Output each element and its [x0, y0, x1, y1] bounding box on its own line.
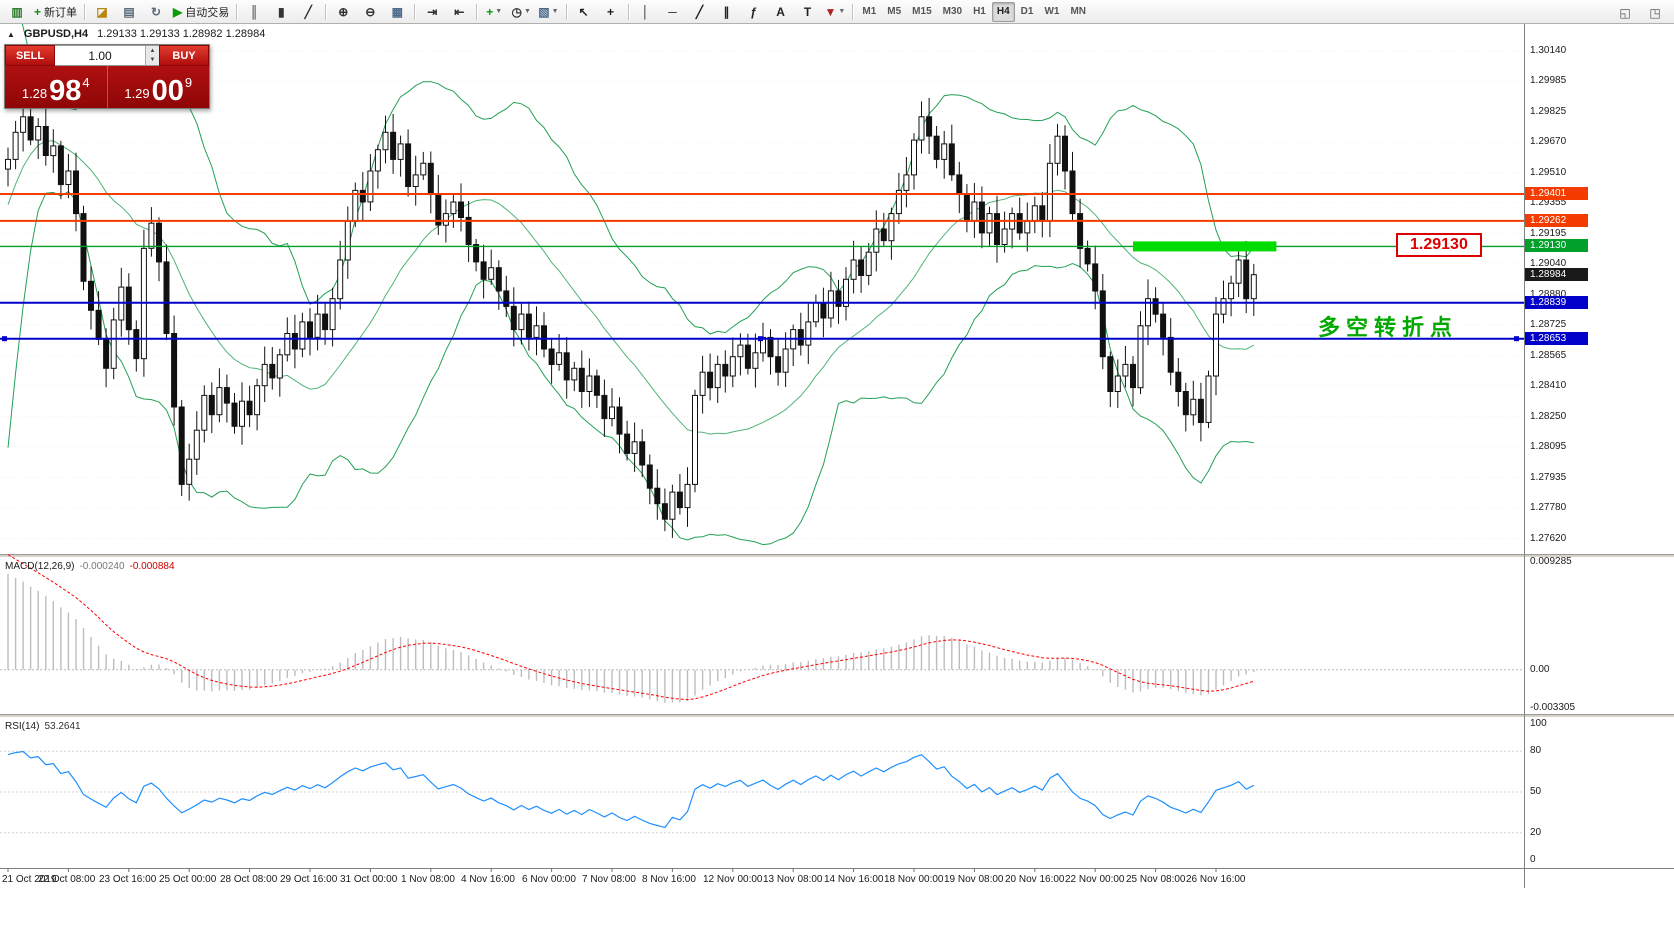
volume-stepper[interactable]: ▲ ▼	[145, 46, 159, 65]
chart-shift-icon[interactable]: ⇤	[454, 4, 465, 19]
pane-separator[interactable]	[0, 714, 1674, 718]
timeframe-H1[interactable]: H1	[973, 6, 986, 17]
equidistant-channel-icon[interactable]: ∥	[723, 4, 730, 19]
turning-point-note[interactable]: 多空转折点	[1318, 316, 1459, 341]
toolbar-separator	[627, 3, 629, 20]
toolbar-separator	[565, 3, 567, 20]
chevron-down-icon[interactable]: ▼	[838, 8, 846, 15]
zoom-in-icon[interactable]: ⊕	[338, 4, 349, 19]
price-annotation-box[interactable]: 1.29130	[1396, 233, 1482, 257]
templates-icon[interactable]: ▧ ▼	[538, 4, 559, 19]
candles	[5, 97, 1257, 538]
toolbar-separator	[84, 3, 86, 20]
symbol-marker-icon: ▲	[7, 29, 15, 39]
chevron-down-icon[interactable]: ▼	[495, 8, 503, 15]
symbol-name: GBPUSD,H4	[23, 28, 89, 40]
arrows-tool-icon[interactable]: ▼ ▼	[824, 4, 846, 19]
volume-up-icon[interactable]: ▲	[146, 46, 159, 56]
toolbar: ▥ + 新订单 ◪ ▤ ↻ ▶ 自动交易 ║ ▮ ╱ ⊕ ⊖ ▦ ⇥ ⇤ + ▼ ◷ ▼ ▧ ▼ ↖ + │ ─ ╱ ∥ ƒ A T ▼ ▼ M1…	[0, 0, 1674, 24]
macd-label: MACD(12,26,9) -0.000240 -0.000884	[5, 561, 175, 572]
buy-price-pips: 00	[151, 75, 184, 108]
timeframe-M15[interactable]: M15	[912, 6, 932, 17]
auto-scroll-icon[interactable]: ⇥	[427, 4, 438, 19]
candlestick-chart-icon[interactable]: ▮	[277, 4, 285, 19]
rsi-value: 53.2641	[44, 721, 81, 732]
pane-separator[interactable]	[0, 554, 1674, 558]
buy-price[interactable]: 1.29 00 9	[108, 66, 210, 108]
highlight-bar[interactable]	[1133, 241, 1277, 252]
line-handle[interactable]	[1514, 336, 1519, 342]
metaeditor-icon[interactable]: ◪	[96, 4, 108, 19]
buy-price-point: 9	[184, 75, 193, 90]
timeframe-M5[interactable]: M5	[887, 6, 902, 17]
toolbar-separator	[236, 3, 238, 20]
timeframe-D1[interactable]: D1	[1020, 6, 1034, 17]
tile-windows-icon[interactable]: ▦	[391, 4, 403, 19]
timeframe-W1[interactable]: W1	[1044, 6, 1060, 17]
sell-price-figure: 1.28	[21, 86, 48, 101]
sell-price[interactable]: 1.28 98 4	[5, 66, 108, 108]
volume-field[interactable]: 1.00 ▲ ▼	[55, 45, 159, 66]
window-cascade-icon[interactable]: ◱	[1619, 6, 1631, 20]
rsi-line	[7, 750, 1255, 829]
rsi-name: RSI(14)	[5, 721, 40, 732]
volume-down-icon[interactable]: ▼	[146, 55, 159, 65]
fibonacci-icon[interactable]: ƒ	[750, 4, 757, 19]
trendline-icon[interactable]: ╱	[695, 4, 704, 19]
timeframe-M1[interactable]: M1	[862, 6, 877, 17]
chart-canvas[interactable]	[0, 24, 1674, 948]
crosshair-icon[interactable]: +	[607, 4, 615, 19]
horizontal-line-icon[interactable]: ─	[668, 4, 677, 19]
macd-histogram	[7, 573, 1255, 703]
sell-price-pips: 98	[49, 75, 82, 108]
market-watch-icon[interactable]: ▤	[123, 4, 135, 19]
window-tile-icon[interactable]: ◳	[1649, 6, 1661, 20]
refresh-icon[interactable]: ↻	[150, 4, 162, 19]
timeframe-MN[interactable]: MN	[1070, 6, 1087, 17]
buy-price-figure: 1.29	[124, 86, 150, 101]
chevron-down-icon[interactable]: ▼	[524, 8, 531, 15]
line-handle[interactable]	[758, 336, 763, 342]
cursor-icon[interactable]: ↖	[578, 4, 589, 19]
chart-window[interactable]: 1.30140 1.29985 1.29825 1.29670 1.29510 1.293…	[0, 24, 1674, 948]
macd-signal-line	[7, 554, 1254, 701]
one-click-trading-panel: SELL 1.00 ▲ ▼ BUY 1.28 98 4 1.29 00 9	[4, 44, 210, 109]
rsi-label: RSI(14) 53.2641	[5, 721, 81, 732]
macd-name: MACD(12,26,9)	[5, 561, 75, 572]
text-label-icon[interactable]: T	[803, 4, 812, 19]
toolbar-separator	[414, 3, 416, 20]
toolbar-separator	[476, 3, 478, 20]
toolbar-separator	[852, 3, 854, 20]
chevron-down-icon[interactable]: ▼	[551, 8, 559, 15]
timeframe-H4[interactable]: H4	[991, 1, 1015, 22]
bollinger-bands	[7, 24, 1255, 546]
macd-signal-value: -0.000884	[129, 561, 175, 572]
line-handle[interactable]	[2, 336, 7, 342]
symbol-ohlc: 1.29133 1.29133 1.28982 1.28984	[97, 28, 266, 40]
sell-button[interactable]: SELL	[5, 45, 55, 66]
volume-value[interactable]: 1.00	[88, 48, 112, 63]
autotrading-button[interactable]: ▶ 自动交易	[173, 4, 230, 19]
buy-button[interactable]: BUY	[159, 45, 209, 66]
bar-chart-icon[interactable]: ║	[249, 4, 259, 19]
text-icon[interactable]: A	[776, 4, 785, 19]
toolbar-separator	[325, 3, 327, 20]
zoom-out-icon[interactable]: ⊖	[365, 4, 376, 19]
new-order-button[interactable]: + 新订单	[34, 4, 78, 19]
indicators-icon[interactable]: + ▼	[486, 4, 503, 19]
vertical-line-icon[interactable]: │	[641, 4, 650, 19]
periods-icon[interactable]: ◷ ▼	[511, 4, 531, 19]
macd-main-value: -0.000240	[79, 561, 125, 572]
timeframe-M30[interactable]: M30	[942, 6, 963, 17]
line-chart-icon[interactable]: ╱	[304, 4, 312, 19]
charts-icon[interactable]: ▥	[11, 4, 23, 19]
sell-price-point: 4	[82, 75, 90, 90]
symbol-info: ▲ GBPUSD,H4 1.29133 1.29133 1.28982 1.28…	[7, 28, 265, 40]
